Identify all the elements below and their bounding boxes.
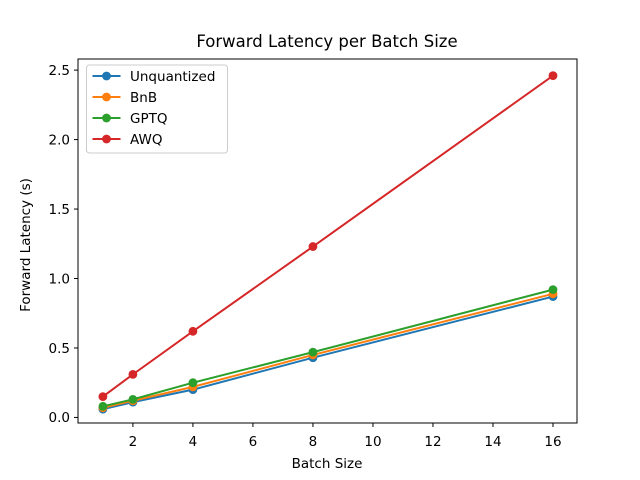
x-tick-label: 14	[484, 434, 501, 450]
series-marker-gptq	[308, 347, 318, 357]
legend-marker-sample	[102, 113, 111, 123]
legend-label-gptq: GPTQ	[130, 111, 167, 127]
y-axis-label: Forward Latency (s)	[18, 178, 34, 312]
series-marker-awq	[98, 392, 108, 402]
plot-border	[77, 58, 578, 424]
legend-label-awq: AWQ	[130, 132, 162, 148]
axes-layer: 2 4 6 8 10 12 14 16 0.0 0.5 1.0 1.5 2.0 2.5	[49, 58, 578, 450]
series-marker-awq	[128, 369, 138, 379]
series-marker-gptq	[548, 285, 558, 295]
legend: Unquantized BnB GPTQ AWQ	[86, 64, 228, 154]
series-layer	[98, 71, 558, 414]
x-axis-label: Batch Size	[292, 456, 363, 472]
series-line-bnb	[102, 292, 554, 409]
legend-marker-sample	[102, 134, 111, 144]
y-tick-label: 2.0	[49, 132, 70, 148]
x-tick-label: 16	[544, 434, 561, 450]
y-tick-label: 0.5	[49, 341, 70, 357]
y-tick-label: 1.5	[49, 202, 70, 218]
x-tick-label: 4	[189, 434, 198, 450]
series-marker-gptq	[188, 378, 198, 388]
series-marker-awq	[188, 326, 198, 336]
y-tick-label: 1.0	[49, 271, 70, 287]
series-marker-awq	[308, 242, 318, 251]
legend-marker-sample	[102, 92, 111, 102]
x-tick-label: 8	[309, 434, 318, 450]
legend-marker-sample	[102, 71, 111, 81]
legend-label-bnb: BnB	[130, 90, 157, 106]
legend-box	[86, 64, 228, 154]
legend-label-unquantized: Unquantized	[130, 69, 215, 85]
x-tick-label: 10	[364, 434, 381, 450]
chart-title: Forward Latency per Batch Size	[196, 32, 457, 51]
y-tick-label: 2.5	[49, 63, 70, 79]
x-tick-label: 12	[424, 434, 441, 450]
series-marker-gptq	[98, 401, 108, 411]
series-marker-awq	[548, 71, 558, 81]
x-tick-label: 2	[129, 434, 138, 450]
x-tick-label: 6	[249, 434, 258, 450]
y-tick-label: 0.0	[49, 410, 70, 426]
series-marker-gptq	[128, 394, 138, 404]
